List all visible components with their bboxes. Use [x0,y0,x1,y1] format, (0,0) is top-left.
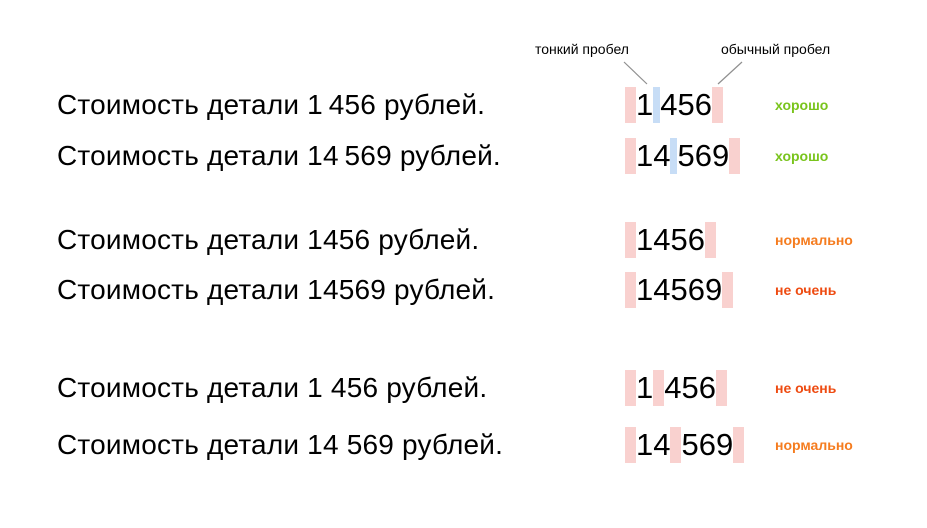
sentence-text: Стоимость детали 14569 рублей. [57,274,496,305]
number-space-visualization: 1 456 [625,370,727,406]
thin-space-connector-line [623,61,648,85]
example-row: Стоимость детали 14569 рублей. 14569 не … [0,270,927,310]
verdict-label: нормально [775,232,853,248]
number-space-visualization: 14 569 [625,427,745,463]
example-row: Стоимость детали 14 569 рублей. 14 569 хо… [0,136,927,176]
digit-group: 456 [660,87,712,122]
regular-space-highlight [625,427,636,463]
digit-group: 569 [681,427,734,462]
regular-space-highlight [625,370,636,406]
regular-space-highlight [625,222,636,258]
thin-space-annotation-label: тонкий пробел [535,41,629,57]
sentence-text: Стоимость детали 1 456 рублей. [57,89,486,120]
example-row: Стоимость детали 14 569 рублей. 14 569 но… [0,425,927,465]
regular-space-highlight [729,138,741,174]
regular-space-highlight [625,87,636,123]
regular-space-highlight [653,370,665,406]
sentence-text: Стоимость детали 14 569 рублей. [57,429,504,460]
regular-space-highlight [733,427,745,463]
digit-group: 456 [664,370,716,405]
regular-space-highlight [715,370,727,406]
digit-group: 569 [677,138,730,173]
verdict-label: не очень [775,380,837,396]
sentence-text: Стоимость детали 1456 рублей. [57,224,480,255]
sentence-text: Стоимость детали 1 456 рублей. [57,372,488,403]
verdict-label: нормально [775,437,853,453]
digit-group: 1 [636,370,654,405]
digit-group: 14569 [636,272,723,307]
example-row: Стоимость детали 1 456 рублей. 1 456 не о… [0,368,927,408]
example-row: Стоимость детали 1 456 рублей. 1 456 хоро… [0,85,927,125]
thin-space-highlight [670,138,678,174]
regular-space-annotation-label: обычный пробел [721,41,831,57]
verdict-label: хорошо [775,148,829,164]
example-row: Стоимость детали 1456 рублей. 1456 норма… [0,220,927,260]
digit-group: 14 [636,427,671,462]
regular-space-highlight [704,222,716,258]
regular-space-highlight [625,272,636,308]
sentence-text: Стоимость детали 14 569 рублей. [57,140,501,171]
regular-space-connector-line [717,61,743,85]
digit-group: 14 [636,138,671,173]
annotation-connector-lines [623,61,743,85]
digit-group: 1 [636,87,654,122]
number-space-visualization: 14569 [625,272,734,308]
verdict-label: хорошо [775,97,829,113]
number-space-visualization: 1456 [625,222,716,258]
regular-space-highlight [711,87,723,123]
regular-space-highlight [625,138,636,174]
verdict-label: не очень [775,282,837,298]
thin-space-highlight [653,87,661,123]
digit-group: 1456 [636,222,705,257]
regular-space-highlight [670,427,682,463]
regular-space-highlight [722,272,734,308]
